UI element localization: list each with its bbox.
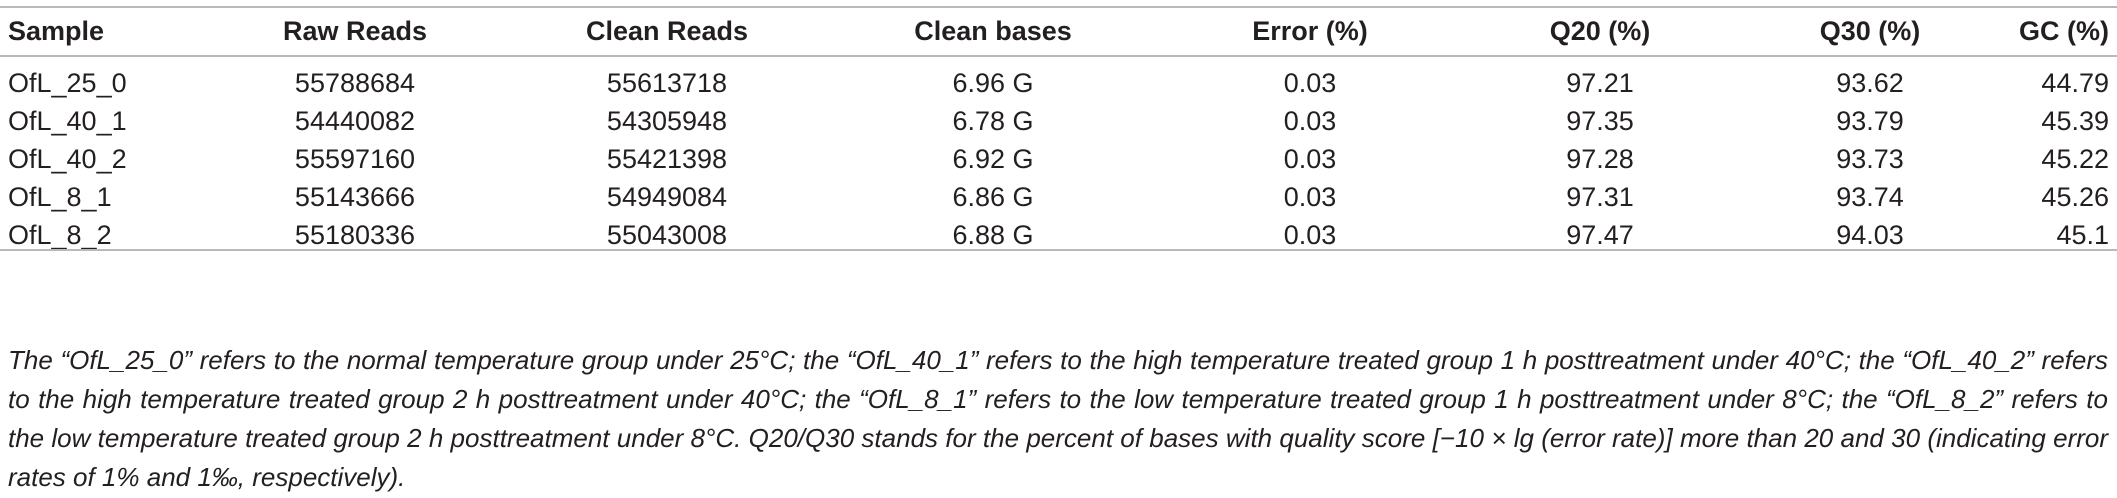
cell-q20: 97.28 <box>1566 144 1634 174</box>
cell-clean-bases: 6.92 G <box>952 144 1034 174</box>
cell-sample: OfL_8_2 <box>8 220 112 250</box>
cell-q20: 97.35 <box>1566 106 1634 136</box>
cell-clean-reads: 54305948 <box>606 106 728 136</box>
cell-clean-reads: 55043008 <box>606 220 728 250</box>
cell-q20: 97.31 <box>1566 182 1634 212</box>
cell-gc: 45.1 <box>2056 220 2109 250</box>
header-raw-reads: Raw Reads <box>282 16 428 46</box>
table-row: OfL_8_1 55143666 54949084 6.86 G 0.03 97… <box>0 174 2117 220</box>
table-footnote: The “OfL_25_0” refers to the normal temp… <box>8 345 2108 492</box>
cell-gc: 44.79 <box>2041 68 2109 98</box>
cell-q20: 97.47 <box>1566 220 1634 250</box>
table-row: OfL_40_2 55597160 55421398 6.92 G 0.03 9… <box>0 136 2117 182</box>
cell-clean-reads: 54949084 <box>606 182 728 212</box>
cell-raw-reads: 54440082 <box>294 106 416 136</box>
cell-clean-bases: 6.96 G <box>952 68 1034 98</box>
cell-q30: 93.74 <box>1836 182 1904 212</box>
cell-clean-bases: 6.86 G <box>952 182 1034 212</box>
cell-gc: 45.39 <box>2041 106 2109 136</box>
cell-raw-reads: 55180336 <box>294 220 416 250</box>
header-clean-bases: Clean bases <box>914 16 1072 46</box>
cell-clean-reads: 55613718 <box>606 68 728 98</box>
cell-error: 0.03 <box>1283 144 1337 174</box>
cell-sample: OfL_40_2 <box>8 144 127 174</box>
table-header-row: Sample Raw Reads Clean Reads Clean bases… <box>0 8 2117 54</box>
cell-clean-bases: 6.88 G <box>952 220 1034 250</box>
cell-error: 0.03 <box>1283 182 1337 212</box>
cell-sample: OfL_40_1 <box>8 106 127 136</box>
table-row: OfL_8_2 55180336 55043008 6.88 G 0.03 97… <box>0 212 2117 258</box>
cell-error: 0.03 <box>1283 220 1337 250</box>
cell-error: 0.03 <box>1283 106 1337 136</box>
cell-clean-reads: 55421398 <box>606 144 728 174</box>
cell-q30: 94.03 <box>1836 220 1904 250</box>
header-q20: Q20 (%) <box>1549 16 1651 46</box>
cell-error: 0.03 <box>1283 68 1337 98</box>
table-top-rule <box>0 6 2117 8</box>
table-header-rule <box>0 55 2117 57</box>
cell-clean-bases: 6.78 G <box>952 106 1034 136</box>
cell-raw-reads: 55597160 <box>294 144 416 174</box>
cell-gc: 45.22 <box>2041 144 2109 174</box>
cell-q20: 97.21 <box>1566 68 1634 98</box>
cell-q30: 93.79 <box>1836 106 1904 136</box>
cell-q30: 93.62 <box>1836 68 1904 98</box>
cell-sample: OfL_8_1 <box>8 182 112 212</box>
header-q30: Q30 (%) <box>1819 16 1921 46</box>
cell-sample: OfL_25_0 <box>8 68 127 98</box>
header-sample: Sample <box>8 16 105 46</box>
table-row: OfL_25_0 55788684 55613718 6.96 G 0.03 9… <box>0 60 2117 106</box>
table-bottom-rule <box>0 249 2117 251</box>
header-clean-reads: Clean Reads <box>585 16 749 46</box>
header-gc: GC (%) <box>2019 16 2109 46</box>
table-row: OfL_40_1 54440082 54305948 6.78 G 0.03 9… <box>0 98 2117 144</box>
cell-gc: 45.26 <box>2041 182 2109 212</box>
cell-raw-reads: 55143666 <box>294 182 416 212</box>
cell-q30: 93.73 <box>1836 144 1904 174</box>
header-error: Error (%) <box>1252 16 1368 46</box>
cell-raw-reads: 55788684 <box>294 68 416 98</box>
